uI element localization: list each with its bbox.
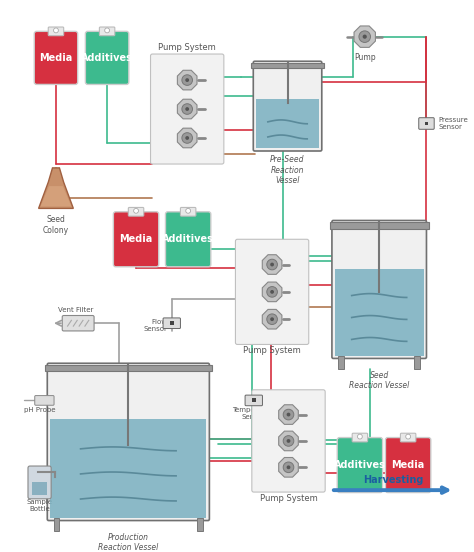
- Circle shape: [283, 462, 294, 473]
- Text: Media: Media: [392, 460, 425, 470]
- FancyBboxPatch shape: [163, 318, 181, 328]
- Circle shape: [270, 290, 274, 294]
- Text: Pump: Pump: [354, 53, 375, 62]
- FancyBboxPatch shape: [85, 31, 129, 84]
- Bar: [338, 356, 344, 369]
- Text: Pressure
Sensor: Pressure Sensor: [438, 117, 468, 130]
- FancyBboxPatch shape: [332, 220, 427, 358]
- FancyBboxPatch shape: [419, 118, 434, 129]
- FancyBboxPatch shape: [100, 27, 115, 36]
- Text: Additives: Additives: [162, 234, 214, 245]
- Polygon shape: [262, 254, 282, 274]
- FancyBboxPatch shape: [48, 27, 64, 36]
- Bar: [170, 321, 173, 325]
- Circle shape: [185, 78, 189, 82]
- Circle shape: [287, 465, 291, 469]
- Text: Pump System: Pump System: [243, 347, 301, 355]
- Circle shape: [105, 28, 109, 33]
- Polygon shape: [279, 405, 298, 424]
- Circle shape: [267, 314, 277, 325]
- Bar: [425, 121, 428, 125]
- Polygon shape: [354, 26, 375, 47]
- Bar: [54, 518, 59, 530]
- Circle shape: [182, 132, 192, 144]
- Bar: [335, 269, 424, 355]
- Bar: [197, 518, 203, 530]
- FancyBboxPatch shape: [236, 239, 309, 344]
- FancyBboxPatch shape: [128, 208, 144, 216]
- Text: Pre-Seed
Reaction
Vessel: Pre-Seed Reaction Vessel: [270, 155, 305, 185]
- FancyBboxPatch shape: [352, 433, 368, 442]
- Text: Seed
Colony: Seed Colony: [43, 215, 69, 235]
- Bar: [45, 365, 212, 371]
- Polygon shape: [41, 186, 72, 206]
- Polygon shape: [279, 458, 298, 477]
- Circle shape: [270, 263, 274, 267]
- Circle shape: [283, 409, 294, 420]
- Text: Pump System: Pump System: [260, 494, 318, 503]
- Circle shape: [182, 104, 192, 114]
- Text: Additives: Additives: [81, 53, 133, 63]
- FancyBboxPatch shape: [181, 208, 196, 216]
- Circle shape: [185, 136, 189, 140]
- Circle shape: [287, 439, 291, 443]
- Polygon shape: [38, 168, 73, 209]
- Circle shape: [134, 209, 138, 213]
- Polygon shape: [279, 431, 298, 451]
- Text: Vent Filter: Vent Filter: [57, 306, 93, 312]
- Text: Temperature
Sensor: Temperature Sensor: [232, 407, 276, 420]
- Polygon shape: [177, 70, 197, 90]
- FancyBboxPatch shape: [401, 433, 416, 442]
- FancyBboxPatch shape: [252, 390, 325, 492]
- Circle shape: [267, 286, 277, 297]
- FancyBboxPatch shape: [47, 363, 210, 521]
- Circle shape: [359, 31, 371, 43]
- FancyBboxPatch shape: [165, 212, 211, 267]
- Text: Production
Reaction Vessel: Production Reaction Vessel: [98, 533, 158, 552]
- Text: Media: Media: [39, 53, 73, 63]
- Text: Flow
Sensor: Flow Sensor: [143, 319, 167, 332]
- FancyBboxPatch shape: [35, 396, 54, 405]
- FancyBboxPatch shape: [113, 212, 159, 267]
- Polygon shape: [262, 310, 282, 329]
- FancyBboxPatch shape: [34, 31, 78, 84]
- Circle shape: [267, 259, 277, 270]
- Circle shape: [287, 413, 291, 416]
- FancyBboxPatch shape: [62, 316, 94, 331]
- FancyBboxPatch shape: [337, 438, 383, 492]
- Circle shape: [185, 107, 189, 111]
- FancyBboxPatch shape: [245, 395, 263, 406]
- Circle shape: [54, 28, 58, 33]
- Circle shape: [182, 75, 192, 86]
- Polygon shape: [262, 282, 282, 302]
- FancyBboxPatch shape: [151, 54, 224, 164]
- Text: Seed
Reaction Vessel: Seed Reaction Vessel: [349, 370, 410, 390]
- Circle shape: [270, 317, 274, 321]
- Text: Harvesting: Harvesting: [364, 475, 424, 486]
- Bar: [251, 63, 324, 67]
- Bar: [256, 99, 319, 148]
- Bar: [32, 482, 47, 495]
- FancyBboxPatch shape: [253, 61, 322, 151]
- FancyBboxPatch shape: [28, 466, 51, 499]
- Bar: [50, 419, 207, 518]
- FancyBboxPatch shape: [385, 438, 431, 492]
- Circle shape: [186, 209, 191, 213]
- Polygon shape: [177, 128, 197, 148]
- Polygon shape: [177, 99, 197, 119]
- Circle shape: [363, 35, 367, 39]
- Circle shape: [406, 434, 410, 439]
- Text: Sample
Bottle: Sample Bottle: [27, 499, 53, 512]
- Text: pH Probe: pH Probe: [24, 407, 55, 413]
- Bar: [252, 399, 255, 402]
- Text: Additives: Additives: [334, 460, 386, 470]
- Circle shape: [357, 434, 362, 439]
- Text: Media: Media: [119, 234, 153, 245]
- Text: Pump System: Pump System: [158, 43, 216, 52]
- Circle shape: [283, 436, 294, 446]
- Bar: [414, 356, 420, 369]
- Bar: [329, 222, 429, 229]
